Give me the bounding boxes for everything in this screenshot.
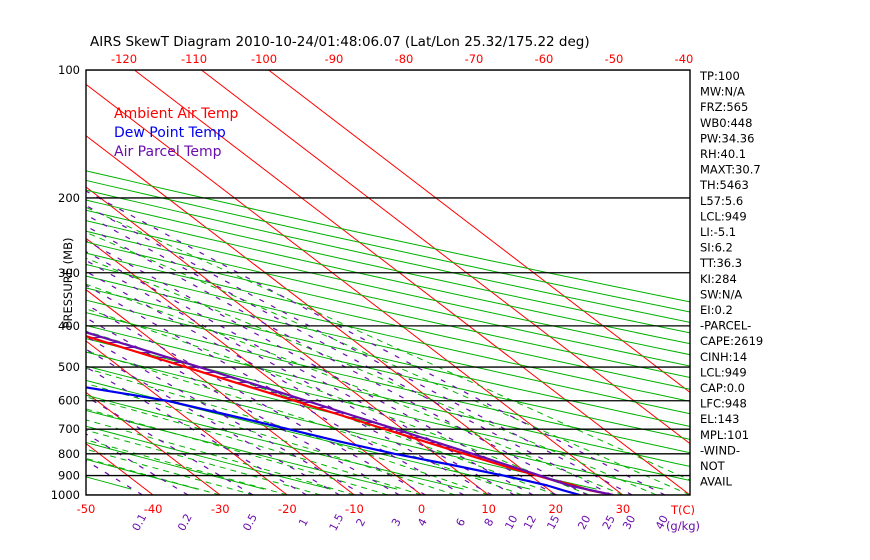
top-temperature-tick-label: -110 (181, 52, 207, 66)
sounding-curves (86, 331, 614, 495)
bottom-temperature-tick-label: 30 (616, 502, 631, 516)
bottom-temperature-labels: -50 -40 -30 -20 -10 0 10 20 30 (77, 502, 631, 516)
pressure-tick-label: 800 (58, 447, 80, 461)
stat-line: TH:5463 (699, 178, 749, 192)
stat-line: LCL:949 (700, 209, 747, 223)
pressure-tick-label: 300 (58, 266, 80, 280)
stat-line: SI:6.2 (700, 241, 733, 255)
isotherm-lines (86, 70, 690, 495)
stat-line: EI:0.2 (700, 303, 733, 317)
stat-line: CINH:14 (700, 350, 747, 364)
stat-line: RH:40.1 (700, 147, 746, 161)
mixing-ratio-tick-label: 40 (653, 513, 671, 531)
top-temperature-tick-label: -60 (535, 52, 554, 66)
legend: Ambient Air Temp Dew Point Temp Air Parc… (114, 106, 239, 160)
stat-line: EL:143 (700, 412, 740, 426)
stat-line: KI:284 (700, 272, 737, 286)
top-temperature-tick-label: -40 (675, 52, 694, 66)
top-temperature-tick-label: -90 (325, 52, 344, 66)
stat-line: TT:36.3 (699, 256, 742, 270)
bottom-temperature-tick-label: 0 (418, 502, 425, 516)
stat-line: MAXT:30.7 (700, 163, 761, 177)
mixing-ratio-tick-label: 10 (502, 513, 520, 531)
stat-line: SW:N/A (700, 287, 742, 301)
mixing-ratio-lines (86, 190, 666, 495)
pressure-tick-label: 100 (58, 63, 80, 77)
pressure-tick-label: 400 (58, 319, 80, 333)
top-temperature-tick-label: -80 (395, 52, 414, 66)
stat-line: CAP:0.0 (700, 381, 745, 395)
stat-line: LCL:949 (700, 365, 747, 379)
stat-line: LFC:948 (700, 397, 747, 411)
stat-line: L57:5.6 (700, 194, 743, 208)
mixing-ratio-tick-label: 4 (415, 516, 430, 528)
stat-line: FRZ:565 (700, 100, 748, 114)
chart-title: AIRS SkewT Diagram 2010-10-24/01:48:06.0… (90, 34, 590, 50)
mixing-ratio-tick-label: 30 (620, 513, 638, 531)
bottom-temperature-tick-label: -10 (345, 502, 364, 516)
mixing-ratio-tick-label: 12 (521, 513, 539, 531)
pressure-tick-label: 900 (58, 469, 80, 483)
stat-line: NOT (700, 459, 726, 473)
x-axis-title-mixing-ratio: (g/kg) (666, 519, 700, 533)
bottom-temperature-tick-label: 20 (548, 502, 563, 516)
isobar-lines (86, 70, 690, 495)
mixing-ratio-tick-label: 3 (389, 516, 404, 528)
x-axis-title-temperature: T(C) (670, 503, 695, 517)
mixing-ratio-tick-label: 1 (296, 516, 311, 528)
mixing-ratio-tick-label: 25 (600, 513, 618, 531)
legend-item-ambient-air-temp: Ambient Air Temp (114, 106, 239, 122)
pressure-axis-labels: 100 200 300 400 500 600 700 800 900 1000 (51, 63, 80, 502)
top-temperature-labels: -120 -110 -100 -90 -80 -70 -60 -50 -40 (111, 52, 693, 66)
stat-line: TP:100 (699, 69, 740, 83)
bottom-temperature-tick-label: -50 (77, 502, 96, 516)
legend-item-dew-point-temp: Dew Point Temp (114, 125, 226, 141)
stat-line: -WIND- (700, 443, 740, 457)
mixing-ratio-tick-label: 15 (544, 513, 562, 531)
stat-line: LI:-5.1 (700, 225, 736, 239)
pressure-tick-label: 600 (58, 394, 80, 408)
plot-frame (85, 69, 691, 496)
stat-line: MW:N/A (700, 85, 745, 99)
mixing-ratio-tick-label: 0.2 (175, 512, 195, 534)
mixing-ratio-tick-label: 8 (482, 516, 497, 528)
y-axis-title: PRESSURE (MB) (61, 238, 75, 329)
mixing-ratio-tick-label: 1.5 (327, 512, 347, 534)
stat-line: CAPE:2619 (700, 334, 763, 348)
pressure-tick-label: 200 (58, 191, 80, 205)
grid-layer (86, 70, 690, 495)
bottom-temperature-tick-label: -40 (144, 502, 163, 516)
pressure-tick-label: 700 (58, 422, 80, 436)
stat-line: WB0:448 (700, 116, 752, 130)
stat-line: PW:34.36 (700, 131, 754, 145)
bottom-temperature-tick-label: -20 (278, 502, 297, 516)
mixing-ratio-tick-label: 20 (575, 513, 593, 531)
mixing-ratio-tick-label: 6 (453, 516, 468, 528)
top-temperature-tick-label: -70 (465, 52, 484, 66)
top-temperature-tick-label: -50 (605, 52, 624, 66)
stat-line: MPL:101 (700, 428, 749, 442)
mixing-ratio-tick-label: 2 (353, 516, 368, 528)
mixing-ratio-tick-label: 0.5 (240, 512, 260, 534)
stat-line: AVAIL (700, 475, 733, 489)
bottom-temperature-tick-label: -30 (211, 502, 230, 516)
pressure-tick-label: 1000 (51, 488, 80, 502)
top-temperature-tick-label: -120 (111, 52, 137, 66)
moist-adiabat-lines (86, 206, 690, 495)
legend-item-air-parcel-temp: Air Parcel Temp (114, 144, 222, 160)
top-temperature-tick-label: -100 (251, 52, 277, 66)
stat-line: -PARCEL- (700, 319, 751, 333)
pressure-tick-label: 500 (58, 360, 80, 374)
bottom-temperature-tick-label: 10 (481, 502, 496, 516)
